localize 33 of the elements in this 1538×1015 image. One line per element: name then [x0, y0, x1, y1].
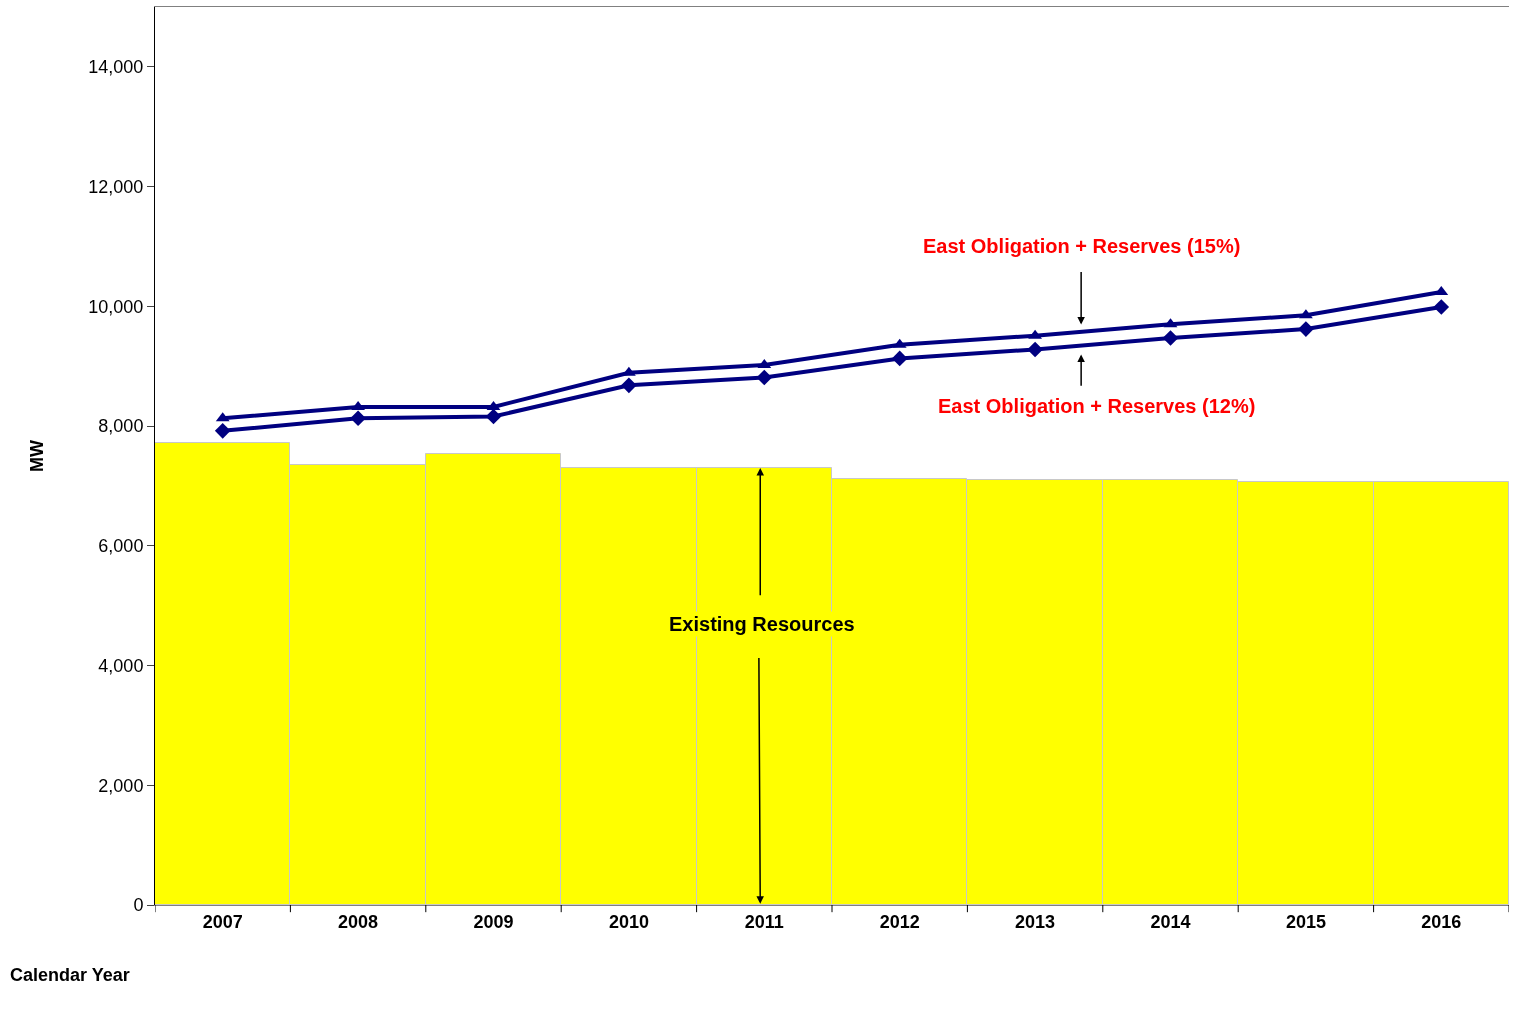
x-tick-label: 2008: [338, 911, 379, 932]
y-tick-label: 10,000: [88, 296, 144, 317]
point: [1433, 299, 1450, 315]
text: East Obligation + Reserves (15%): [923, 235, 1241, 257]
point: [350, 410, 366, 427]
x-tick-label: 2009: [473, 911, 514, 932]
series-label: Existing Resources: [669, 613, 855, 635]
y-tick-label: 0: [133, 895, 144, 916]
point: [485, 408, 502, 425]
point: [214, 423, 231, 439]
point: [1027, 341, 1043, 358]
y-tick-label: 2,000: [98, 775, 144, 796]
point: [621, 377, 637, 394]
x-tick-label: 2012: [879, 911, 920, 932]
x-tick-label: 2014: [1150, 911, 1191, 932]
x-tick-label: 2010: [608, 911, 649, 932]
y-axis-title: MW: [26, 440, 47, 472]
x-tick-label: 2007: [202, 911, 243, 932]
x-tick-label: 2015: [1285, 911, 1326, 932]
y-tick-label: 4,000: [98, 655, 144, 676]
point: [891, 350, 908, 367]
x-tick-label: 2011: [744, 911, 784, 932]
y-tick-label: 8,000: [98, 416, 144, 437]
x-axis-title: Calendar Year: [10, 965, 130, 985]
y-tick-label: 6,000: [98, 536, 144, 557]
point: [1298, 321, 1314, 337]
point: [756, 369, 773, 386]
point: [1162, 330, 1179, 346]
x-tick-label: 2013: [1015, 911, 1056, 932]
x-tick-label: 2016: [1421, 911, 1462, 932]
y-tick-label: 12,000: [88, 176, 144, 197]
series-label: East Obligation + Reserves (12%): [938, 395, 1256, 417]
y-tick-label: 14,000: [88, 57, 144, 78]
